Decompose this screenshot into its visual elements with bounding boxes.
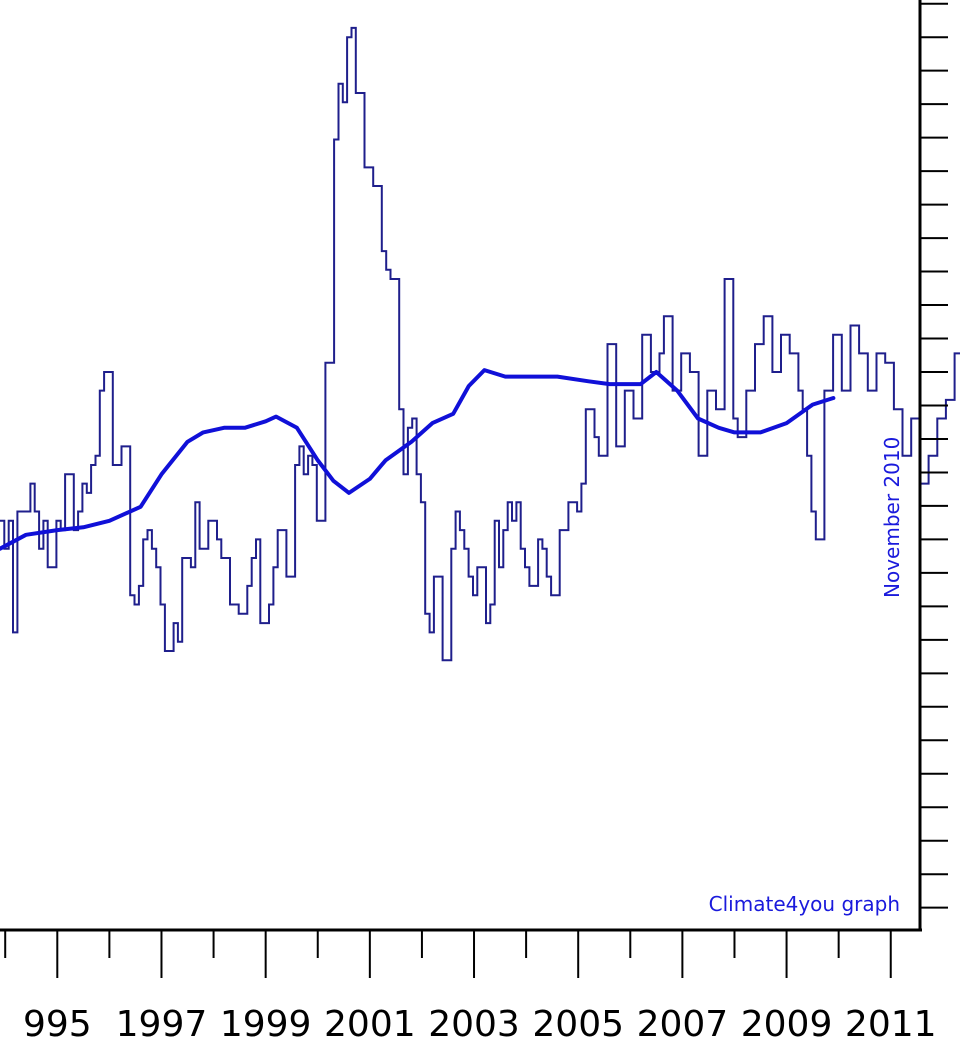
x-tick-label: 2007 <box>637 1004 729 1044</box>
x-tick-label: 2009 <box>741 1004 833 1044</box>
x-tick-label: 995 <box>23 1004 92 1044</box>
x-tick-label: 2001 <box>324 1004 416 1044</box>
x-tick-label: 2005 <box>532 1004 624 1044</box>
series-running-mean-line <box>0 368 836 551</box>
series-monthly-line <box>0 26 960 662</box>
annotation-latest-month: November 2010 <box>880 437 904 598</box>
x-axis: 995 1997 1999 2001 2003 2005 2007 2009 2011 <box>0 928 937 1044</box>
x-tick-label: 2003 <box>428 1004 520 1044</box>
x-tick-label: 2011 <box>845 1004 937 1044</box>
y-axis <box>918 0 948 930</box>
x-tick-label: 1997 <box>116 1004 208 1044</box>
credit-label: Climate4you graph <box>709 892 900 916</box>
x-tick-label: 1999 <box>220 1004 312 1044</box>
plot-area <box>0 26 960 662</box>
